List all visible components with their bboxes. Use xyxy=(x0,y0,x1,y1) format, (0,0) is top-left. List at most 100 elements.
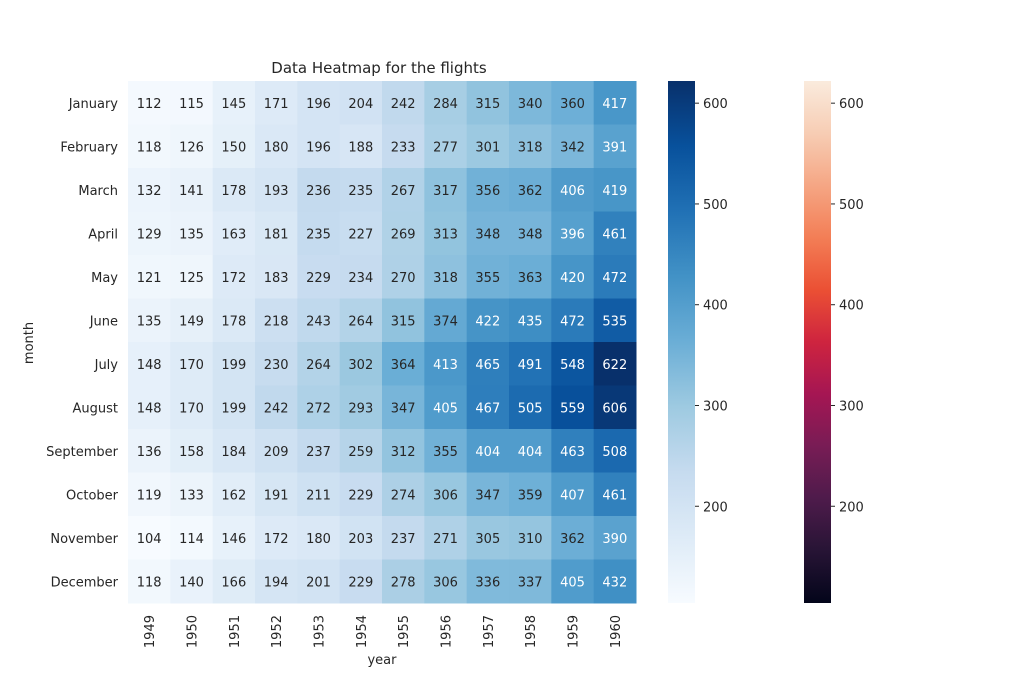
cell-value-label: 199 xyxy=(221,358,246,373)
x-tick-label: 1955 xyxy=(397,615,412,648)
cell-value-label: 237 xyxy=(306,445,331,460)
cell-value-label: 178 xyxy=(221,314,246,329)
heatmap-cell xyxy=(551,81,595,125)
cell-value-label: 271 xyxy=(433,532,458,547)
heatmap-cell xyxy=(212,168,256,212)
cell-value-label: 229 xyxy=(306,271,331,286)
cell-value-label: 356 xyxy=(475,184,500,199)
cell-value-label: 347 xyxy=(391,401,416,416)
cell-value-label: 118 xyxy=(137,140,162,155)
heatmap-cell xyxy=(593,81,637,125)
cell-value-label: 170 xyxy=(179,401,204,416)
cell-value-label: 118 xyxy=(137,575,162,590)
cell-value-label: 199 xyxy=(221,401,246,416)
heatmap-cell xyxy=(593,255,637,299)
cell-value-label: 390 xyxy=(602,532,627,547)
x-tick-label: 1950 xyxy=(186,615,201,648)
x-tick-label: 1952 xyxy=(270,615,285,648)
heatmap-cell xyxy=(339,559,383,604)
cell-value-label: 284 xyxy=(433,97,458,112)
cell-value-label: 360 xyxy=(560,97,585,112)
heatmap-cell xyxy=(551,168,595,212)
cell-value-label: 306 xyxy=(433,575,458,590)
heatmap-cell xyxy=(424,81,468,125)
cell-value-label: 267 xyxy=(391,184,416,199)
cell-value-label: 363 xyxy=(518,271,543,286)
cell-value-label: 158 xyxy=(179,445,204,460)
heatmap-cell xyxy=(382,255,425,299)
heatmap-cell xyxy=(212,255,256,299)
cell-value-label: 359 xyxy=(518,488,543,503)
heatmap-cell xyxy=(424,385,468,430)
cell-value-label: 237 xyxy=(391,532,416,547)
cell-value-label: 129 xyxy=(137,227,162,242)
heatmap-cell xyxy=(339,168,383,212)
heatmap-cell xyxy=(466,124,510,169)
heatmap-cell xyxy=(509,342,552,386)
heatmap-cell xyxy=(212,342,256,386)
heatmap-cell xyxy=(255,168,298,212)
cell-value-label: 233 xyxy=(391,140,416,155)
x-tick-label: 1956 xyxy=(440,615,455,648)
colorbar-tick-label: 200 xyxy=(839,500,864,515)
heatmap-cell xyxy=(382,429,425,473)
heatmap-cell xyxy=(255,81,298,125)
heatmap-cell xyxy=(297,342,341,386)
cell-value-label: 318 xyxy=(518,140,543,155)
heatmap-cell xyxy=(255,211,298,256)
heatmap-cell xyxy=(170,124,214,169)
x-tick-label: 1957 xyxy=(482,615,497,648)
colorbar-tick-label: 600 xyxy=(703,97,728,112)
cell-value-label: 405 xyxy=(560,575,585,590)
cell-value-label: 508 xyxy=(602,445,627,460)
heatmap-cell xyxy=(297,516,341,560)
heatmap-cell xyxy=(466,342,510,386)
cell-value-label: 242 xyxy=(391,97,416,112)
cell-value-label: 337 xyxy=(518,575,543,590)
cell-value-label: 234 xyxy=(348,271,373,286)
cell-value-label: 170 xyxy=(179,358,204,373)
cell-value-label: 132 xyxy=(137,184,162,199)
cell-value-label: 178 xyxy=(221,184,246,199)
heatmap-cell xyxy=(170,211,214,256)
heatmap-cell xyxy=(255,516,298,560)
heatmap-cell xyxy=(339,516,383,560)
colorbar-tick-label: 500 xyxy=(839,198,864,213)
heatmap-cell xyxy=(424,559,468,604)
heatmap-cell xyxy=(382,211,425,256)
cell-value-label: 196 xyxy=(306,140,331,155)
heatmap-cell xyxy=(170,81,214,125)
heatmap-cell xyxy=(382,516,425,560)
cell-value-label: 274 xyxy=(391,488,416,503)
cell-value-label: 193 xyxy=(264,184,289,199)
cell-value-label: 242 xyxy=(264,401,289,416)
heatmap-cell xyxy=(551,124,595,169)
heatmap-cell xyxy=(170,168,214,212)
cell-value-label: 318 xyxy=(433,271,458,286)
heatmap-cell xyxy=(509,472,552,517)
heatmap-cell xyxy=(255,124,298,169)
heatmap-cell xyxy=(339,342,383,386)
heatmap-cell xyxy=(593,429,637,473)
heatmap-cell xyxy=(212,298,256,343)
cell-value-label: 548 xyxy=(560,358,585,373)
cell-value-label: 467 xyxy=(475,401,500,416)
heatmap-cell xyxy=(551,385,595,430)
y-tick-label: May xyxy=(91,271,118,286)
heatmap-cell xyxy=(551,342,595,386)
heatmap-cell xyxy=(128,342,171,386)
cell-value-label: 505 xyxy=(518,401,543,416)
heatmap-cell xyxy=(128,298,171,343)
heatmap-cell xyxy=(466,211,510,256)
heatmap-cells xyxy=(128,81,637,604)
colorbar-tick-label: 400 xyxy=(839,299,864,314)
y-tick-label: February xyxy=(60,140,118,155)
cell-value-label: 121 xyxy=(137,271,162,286)
x-axis-tick-labels: 1949 1950 1951 1952 1953 1954 1955 1956 1957 1958… xyxy=(143,615,624,648)
cell-value-label: 622 xyxy=(602,358,627,373)
cell-value-label: 340 xyxy=(518,97,543,112)
cell-value-label: 229 xyxy=(348,575,373,590)
chart-title: Data Heatmap for the flights xyxy=(271,59,487,77)
heatmap-cell xyxy=(593,124,637,169)
cell-value-label: 188 xyxy=(348,140,373,155)
